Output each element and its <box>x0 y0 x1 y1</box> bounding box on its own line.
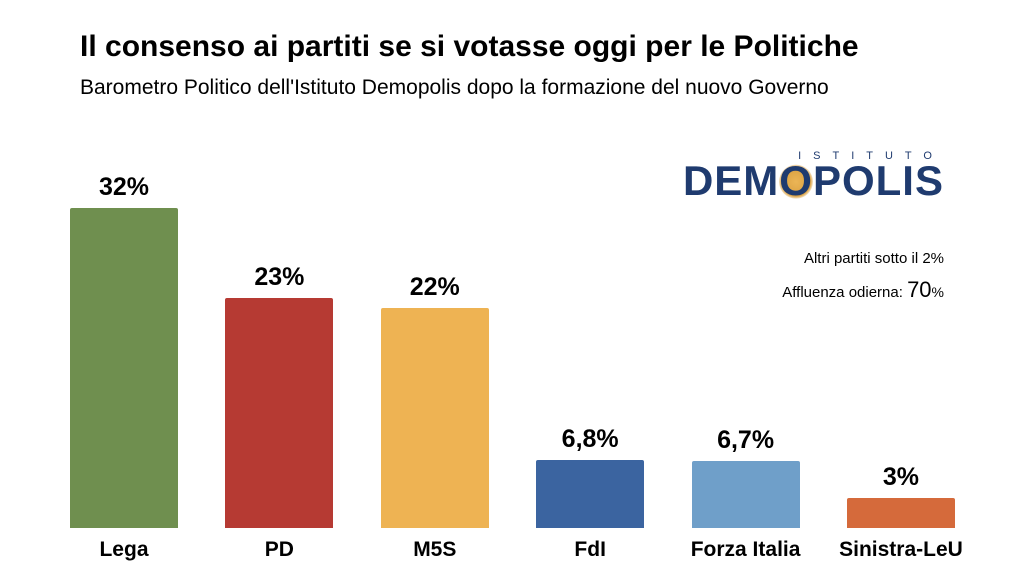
bar <box>381 308 489 528</box>
bar-group: 6,8%FdI <box>536 425 644 528</box>
bar-group: 3%Sinistra-LeU <box>847 463 955 528</box>
bar-label: FdI <box>574 538 606 562</box>
bar <box>692 461 800 528</box>
bar <box>225 298 333 528</box>
bar-label: Forza Italia <box>691 538 801 562</box>
bar-group: 6,7%Forza Italia <box>692 426 800 528</box>
bar-group: 22%M5S <box>381 273 489 528</box>
bar-chart: 32%Lega 23%PD 22%M5S 6,8%FdI 6,7%Forza Itali… <box>70 158 955 528</box>
bar-group: 32%Lega <box>70 173 178 528</box>
bar <box>847 498 955 528</box>
bar-group: 23%PD <box>225 263 333 528</box>
bar-label: Lega <box>99 538 148 562</box>
bar-value: 3% <box>883 463 919 492</box>
chart-subtitle: Barometro Politico dell'Istituto Demopol… <box>80 76 829 100</box>
bar-value: 6,8% <box>562 425 619 454</box>
bar-value: 6,7% <box>717 426 774 455</box>
bar-value: 32% <box>99 173 149 202</box>
chart-title: Il consenso ai partiti se si votasse ogg… <box>80 30 859 64</box>
bar-label: PD <box>265 538 294 562</box>
bar-label: Sinistra-LeU <box>839 538 963 562</box>
bar <box>70 208 178 528</box>
bar-value: 23% <box>254 263 304 292</box>
bar <box>536 460 644 528</box>
bar-label: M5S <box>413 538 456 562</box>
bar-value: 22% <box>410 273 460 302</box>
